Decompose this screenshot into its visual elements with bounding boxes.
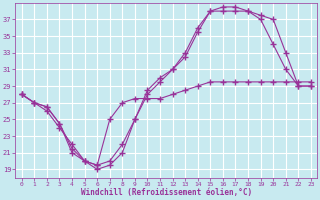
X-axis label: Windchill (Refroidissement éolien,°C): Windchill (Refroidissement éolien,°C) — [81, 188, 252, 197]
